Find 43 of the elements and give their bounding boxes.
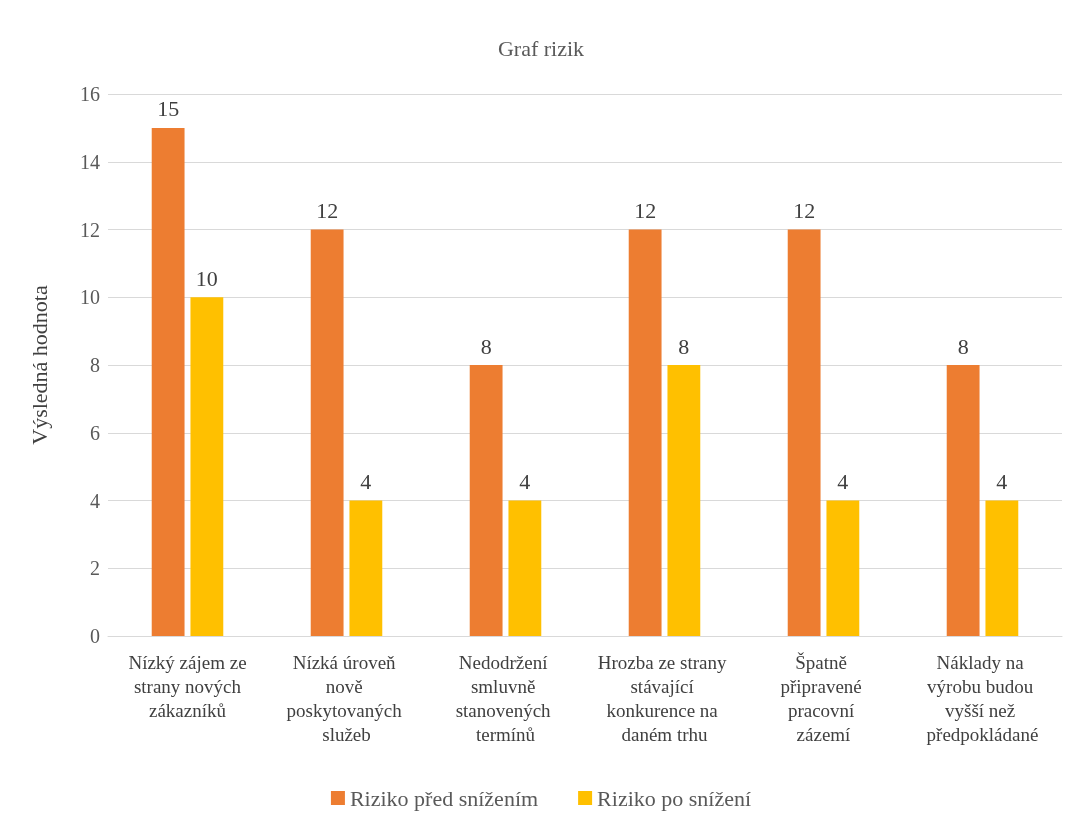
chart-title: Graf rizik: [497, 35, 585, 61]
legend-label: Riziko po snížení: [597, 785, 752, 811]
bar: [190, 297, 224, 636]
data-label: 4: [519, 469, 531, 494]
x-tick-label: Hrozba ze strany stávající konkurence na daném trhu: [597, 651, 732, 745]
y-tick-label: 14: [80, 150, 100, 173]
bar: [469, 365, 503, 636]
x-tick-label: Náklady na výrobu budou vyšší než předpokládané: [926, 651, 1039, 745]
data-label: 15: [157, 96, 180, 122]
data-label: 4: [837, 469, 849, 494]
bar: [667, 365, 701, 636]
y-tick-label: 0: [90, 625, 100, 647]
bar: [151, 127, 185, 636]
data-label: 10: [195, 265, 218, 291]
data-label: 8: [678, 333, 690, 359]
data-label: 4: [996, 469, 1008, 494]
x-tick-label: Špatně připravené pracovní zázemí: [780, 651, 867, 745]
bar: [946, 365, 980, 636]
bar: [985, 500, 1019, 636]
x-tick-label: Nízká úroveň nově poskytovaných služeb: [286, 651, 407, 745]
data-label: 4: [360, 469, 372, 494]
y-tick-label: 4: [90, 489, 100, 512]
data-label: 12: [316, 198, 339, 223]
data-label: 12: [634, 198, 657, 223]
y-tick-label: 6: [90, 421, 100, 444]
x-tick-label: Nízký zájem ze strany nových zákazníků: [128, 651, 247, 721]
y-tick-label: 8: [90, 354, 100, 376]
bar: [349, 500, 383, 636]
data-label: 8: [480, 333, 492, 359]
bar: [787, 229, 821, 636]
bar: [508, 500, 542, 636]
data-label: 8: [957, 333, 969, 359]
y-axis-title: Výsledná hodnota: [26, 285, 52, 445]
bar: [628, 229, 662, 636]
legend-label: Riziko před snížením: [349, 785, 539, 811]
y-tick-label: 2: [90, 557, 100, 580]
y-tick-label: 10: [80, 286, 100, 309]
y-tick-label: 16: [80, 83, 100, 105]
y-tick-label: 12: [80, 218, 100, 241]
x-tick-label: Nedodržení smluvně stanovených termínů: [455, 651, 556, 745]
bar: [826, 500, 860, 636]
bar: [310, 229, 344, 636]
data-label: 12: [793, 198, 816, 223]
